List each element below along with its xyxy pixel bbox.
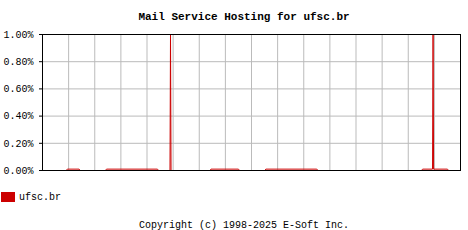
html-text:ufsc.br: ufsc.br: [19, 191, 61, 203]
svg-text:0.00%: 0.00%: [3, 166, 33, 177]
svg-text:0.20%: 0.20%: [3, 139, 33, 150]
html-text:Copyright (c) 1998-2025 E-Soft: Copyright (c) 1998-2025 E-Soft Inc.: [139, 220, 349, 230]
html-text:Mail Service Hosting for ufsc.: Mail Service Hosting for ufsc.br: [138, 11, 350, 23]
svg-text:0.80%: 0.80%: [3, 57, 33, 68]
svg-text:1.00%: 1.00%: [3, 30, 33, 41]
svg-text:0.60%: 0.60%: [3, 84, 33, 95]
svg-text:0.40%: 0.40%: [3, 111, 33, 122]
